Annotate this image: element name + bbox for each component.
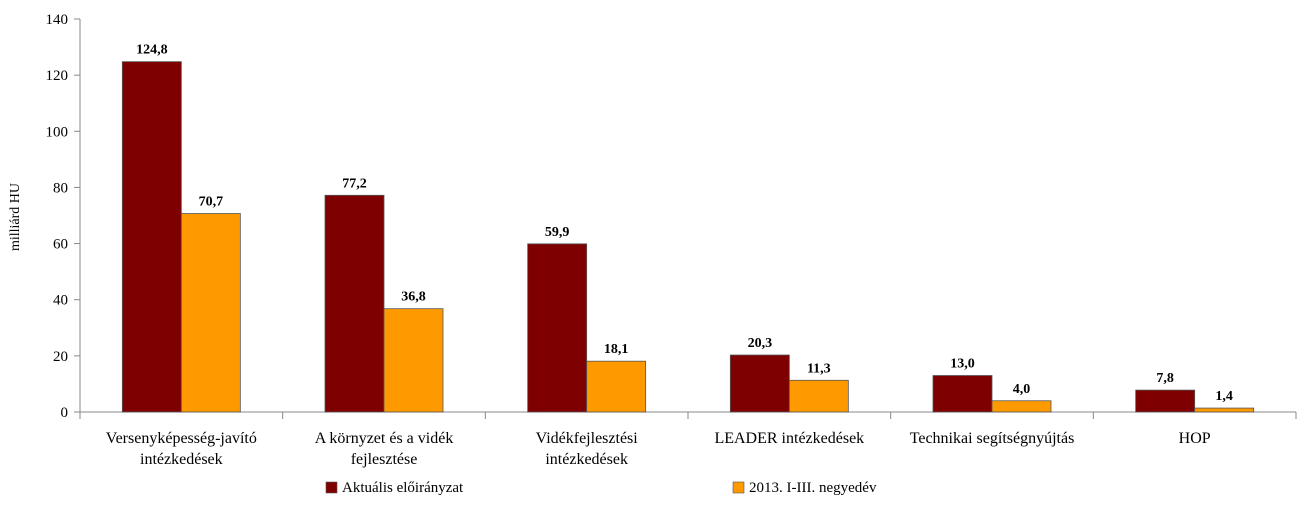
bar-aktualis-4 — [932, 375, 993, 413]
data-label: 70,7 — [199, 195, 224, 210]
data-label: 11,3 — [807, 361, 831, 376]
axes: 0 20 40 60 80 100 120 140 — [46, 12, 1297, 421]
data-label: 4,0 — [1013, 382, 1031, 397]
y-axis-title: milliárd HU — [8, 183, 23, 251]
x-category-label: Vidékfejlesztési — [536, 430, 639, 447]
x-category-label: Versenyképesség-javító — [106, 430, 257, 447]
y-tick-label: 140 — [46, 12, 69, 28]
data-label: 59,9 — [545, 225, 570, 240]
bar-negyedev-2 — [586, 360, 647, 413]
y-tick-label: 40 — [53, 293, 68, 309]
y-tick-label: 20 — [53, 349, 68, 365]
x-axis-labels: Versenyképesség-javító intézkedések A körn… — [106, 430, 1211, 468]
data-labels: 124,8 70,7 77,2 36,8 59,9 18,1 20,3 11,3 13,0 4,0… — [136, 43, 1233, 404]
bar-aktualis-1 — [324, 194, 385, 413]
x-category-label: Technikai segítségnyújtás — [910, 430, 1075, 447]
bar-negyedev-4 — [991, 400, 1052, 413]
data-label: 13,0 — [950, 357, 975, 372]
data-label: 124,8 — [136, 43, 168, 58]
bar-negyedev-5 — [1194, 407, 1255, 413]
bar-aktualis-5 — [1135, 389, 1196, 413]
y-tick-label: 100 — [46, 124, 69, 140]
bar-aktualis-0 — [121, 61, 182, 413]
bar-negyedev-3 — [788, 379, 849, 413]
legend-label-1: 2013. I-III. negyedév — [749, 480, 877, 496]
legend-swatch-1 — [732, 481, 745, 494]
x-category-label: intézkedések — [545, 451, 628, 468]
data-label: 1,4 — [1215, 389, 1233, 404]
y-axis-title-group: milliárd HU — [8, 183, 23, 251]
data-label: 20,3 — [748, 336, 773, 351]
y-tick-label: 60 — [53, 237, 68, 253]
legend: Aktuális előirányzat 2013. I-III. negyedé… — [325, 480, 877, 496]
x-category-label: fejlesztése — [351, 451, 418, 468]
y-tick-label: 0 — [61, 405, 69, 421]
data-label: 36,8 — [401, 290, 426, 305]
y-tick-label: 80 — [53, 180, 68, 196]
data-label: 77,2 — [342, 176, 367, 191]
x-category-label: A környzet és a vidék — [315, 430, 454, 447]
x-category-label: intézkedések — [140, 451, 223, 468]
bar-aktualis-3 — [729, 354, 790, 413]
x-category-label: HOP — [1179, 430, 1211, 447]
data-label: 18,1 — [604, 342, 629, 357]
legend-swatch-0 — [325, 481, 338, 494]
y-tick-label: 120 — [46, 68, 69, 84]
bar-negyedev-0 — [180, 213, 241, 413]
bar-aktualis-2 — [527, 243, 588, 413]
data-label: 7,8 — [1156, 371, 1174, 386]
x-category-label: LEADER intézkedések — [714, 430, 864, 447]
bars — [121, 61, 1255, 413]
bar-negyedev-1 — [383, 308, 444, 413]
legend-label-0: Aktuális előirányzat — [342, 480, 464, 496]
